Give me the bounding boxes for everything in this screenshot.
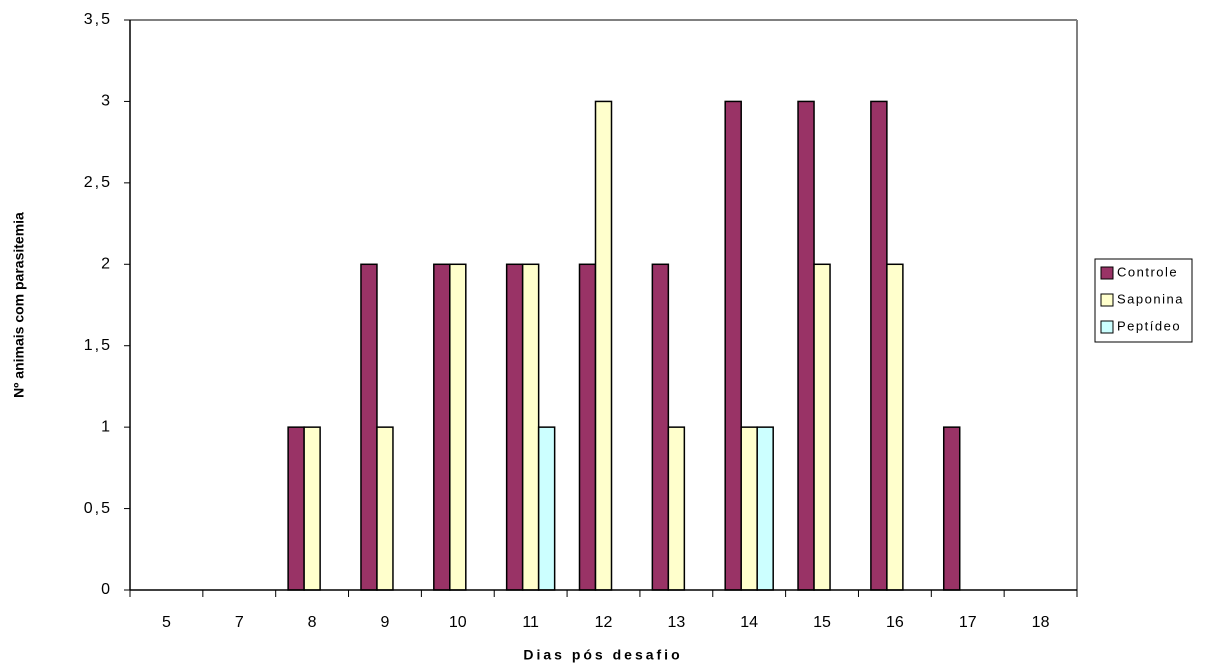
y-tick-label: 3,5: [84, 11, 112, 28]
legend-label: Controle: [1117, 264, 1178, 279]
x-tick-label: 8: [308, 614, 317, 631]
y-tick-label: 3: [101, 93, 112, 110]
x-tick-label: 15: [813, 614, 831, 631]
bar: [594, 100, 613, 591]
bar: [449, 263, 467, 591]
y-tick-label: 1: [101, 418, 112, 435]
x-tick-label: 14: [740, 614, 758, 631]
bar: [667, 426, 686, 591]
bar: [886, 263, 904, 591]
x-tick-label: 18: [1032, 614, 1050, 631]
x-tick-label: 9: [381, 614, 390, 631]
bar: [756, 426, 774, 591]
bar: [740, 426, 758, 591]
bar: [870, 100, 888, 591]
x-axis-title: Dias pós desafio: [523, 647, 682, 663]
legend-swatch: [1100, 266, 1114, 280]
bar: [433, 263, 451, 591]
bar: [376, 426, 394, 591]
x-tick-label: 5: [162, 614, 171, 631]
y-axis-title: Nº animais com parasitemia: [11, 212, 27, 398]
bar: [724, 100, 742, 591]
bar: [303, 426, 321, 591]
y-tick-label: 1,5: [84, 337, 112, 354]
bar: [813, 263, 831, 591]
legend-swatch: [1100, 320, 1114, 334]
y-tick-label: 2: [101, 256, 112, 273]
bar: [521, 263, 540, 591]
x-tick-label: 16: [886, 614, 904, 631]
x-tick-label: 13: [667, 614, 685, 631]
legend-label: Saponina: [1117, 291, 1184, 306]
y-tick-label: 0: [101, 581, 112, 598]
bar: [651, 263, 670, 591]
x-tick-label: 12: [595, 614, 613, 631]
y-tick-label: 0,5: [84, 500, 112, 517]
bar: [797, 100, 815, 591]
y-tick-label: 2,5: [84, 174, 112, 191]
bar: [578, 263, 597, 591]
legend-swatch: [1100, 293, 1114, 307]
bar: [942, 426, 961, 591]
x-tick-label: 11: [522, 614, 539, 631]
bar: [360, 263, 378, 591]
bar: [287, 426, 305, 591]
bar: [537, 426, 556, 591]
x-tick-label: 17: [959, 614, 977, 631]
bar: [505, 263, 524, 591]
x-tick-label: 10: [449, 614, 467, 631]
x-tick-label: 7: [235, 614, 244, 631]
legend-label: Peptídeo: [1117, 318, 1181, 333]
